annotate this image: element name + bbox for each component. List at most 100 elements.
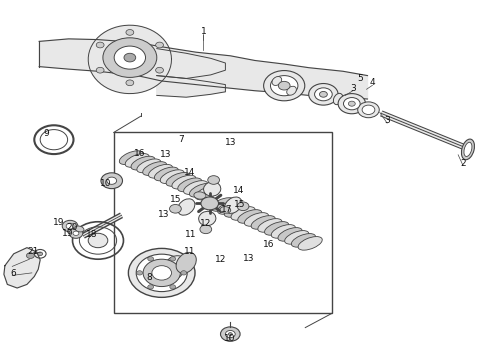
Circle shape: [73, 231, 79, 235]
Text: 11: 11: [184, 248, 196, 256]
Circle shape: [338, 94, 366, 114]
Text: 9: 9: [44, 129, 49, 138]
Ellipse shape: [198, 211, 216, 226]
Ellipse shape: [285, 231, 309, 244]
Text: 7: 7: [178, 135, 184, 144]
Circle shape: [62, 220, 78, 232]
Text: 8: 8: [147, 273, 152, 282]
Circle shape: [348, 101, 355, 106]
Polygon shape: [157, 49, 225, 97]
Circle shape: [200, 225, 212, 234]
Ellipse shape: [218, 201, 242, 214]
Text: 18: 18: [86, 230, 98, 239]
Ellipse shape: [220, 207, 231, 213]
Text: 3: 3: [384, 116, 390, 125]
Ellipse shape: [177, 199, 195, 215]
Text: 20: 20: [67, 223, 78, 232]
Circle shape: [101, 173, 122, 189]
Circle shape: [88, 233, 108, 248]
Text: 4: 4: [369, 78, 375, 87]
Polygon shape: [39, 39, 368, 99]
Text: 5: 5: [357, 74, 363, 83]
Text: 17: 17: [220, 205, 232, 214]
Circle shape: [225, 330, 235, 338]
Circle shape: [114, 46, 146, 69]
Circle shape: [362, 105, 375, 114]
Circle shape: [96, 42, 104, 48]
Circle shape: [128, 248, 195, 297]
Ellipse shape: [224, 204, 248, 217]
Text: 13: 13: [158, 210, 170, 219]
Bar: [114, 132, 332, 313]
Ellipse shape: [125, 153, 149, 167]
Circle shape: [103, 38, 157, 77]
Ellipse shape: [203, 182, 221, 196]
Ellipse shape: [278, 228, 302, 241]
Ellipse shape: [271, 225, 295, 238]
Circle shape: [208, 176, 220, 184]
Circle shape: [309, 84, 338, 105]
Text: 19: 19: [62, 229, 74, 238]
Ellipse shape: [166, 172, 190, 186]
Ellipse shape: [162, 256, 186, 281]
Circle shape: [181, 271, 187, 275]
Text: 21: 21: [27, 248, 39, 256]
Text: 13: 13: [224, 138, 236, 147]
Circle shape: [358, 102, 379, 118]
Circle shape: [220, 327, 240, 341]
Circle shape: [237, 202, 249, 211]
Ellipse shape: [154, 167, 178, 181]
Circle shape: [228, 333, 232, 336]
Ellipse shape: [462, 139, 474, 160]
Circle shape: [66, 223, 74, 229]
Ellipse shape: [224, 197, 242, 213]
Text: 14: 14: [233, 186, 245, 195]
Text: 10: 10: [223, 334, 235, 343]
Text: 1: 1: [200, 27, 206, 36]
Ellipse shape: [137, 159, 161, 173]
Ellipse shape: [211, 198, 235, 211]
Ellipse shape: [265, 222, 289, 235]
Ellipse shape: [120, 151, 143, 165]
Circle shape: [156, 67, 164, 73]
Circle shape: [148, 285, 154, 289]
Text: 13: 13: [160, 150, 172, 159]
Ellipse shape: [190, 183, 214, 197]
Text: 14: 14: [184, 168, 196, 177]
Circle shape: [278, 81, 290, 90]
Circle shape: [124, 53, 136, 62]
Circle shape: [136, 254, 187, 292]
Ellipse shape: [143, 162, 167, 175]
Ellipse shape: [258, 219, 282, 232]
Text: 11: 11: [185, 230, 197, 239]
Text: 2: 2: [460, 159, 466, 168]
Polygon shape: [88, 25, 172, 94]
Circle shape: [270, 76, 298, 96]
Circle shape: [143, 259, 180, 287]
Ellipse shape: [75, 226, 84, 232]
Ellipse shape: [196, 186, 219, 200]
Ellipse shape: [272, 77, 282, 85]
Circle shape: [315, 88, 332, 101]
Circle shape: [38, 252, 43, 256]
Text: 12: 12: [200, 220, 212, 229]
Circle shape: [319, 91, 327, 97]
Circle shape: [96, 67, 104, 73]
Ellipse shape: [148, 165, 172, 178]
Ellipse shape: [172, 175, 196, 189]
Ellipse shape: [292, 234, 316, 247]
Circle shape: [26, 253, 34, 258]
Text: 3: 3: [350, 84, 356, 93]
Circle shape: [264, 71, 305, 101]
Ellipse shape: [245, 213, 269, 226]
Circle shape: [152, 266, 172, 280]
Circle shape: [156, 42, 164, 48]
Ellipse shape: [184, 181, 208, 194]
Circle shape: [107, 177, 117, 184]
Ellipse shape: [251, 216, 275, 229]
Circle shape: [126, 30, 134, 35]
Text: 15: 15: [170, 195, 181, 204]
Circle shape: [170, 257, 176, 261]
Ellipse shape: [131, 156, 155, 170]
Ellipse shape: [160, 170, 184, 184]
